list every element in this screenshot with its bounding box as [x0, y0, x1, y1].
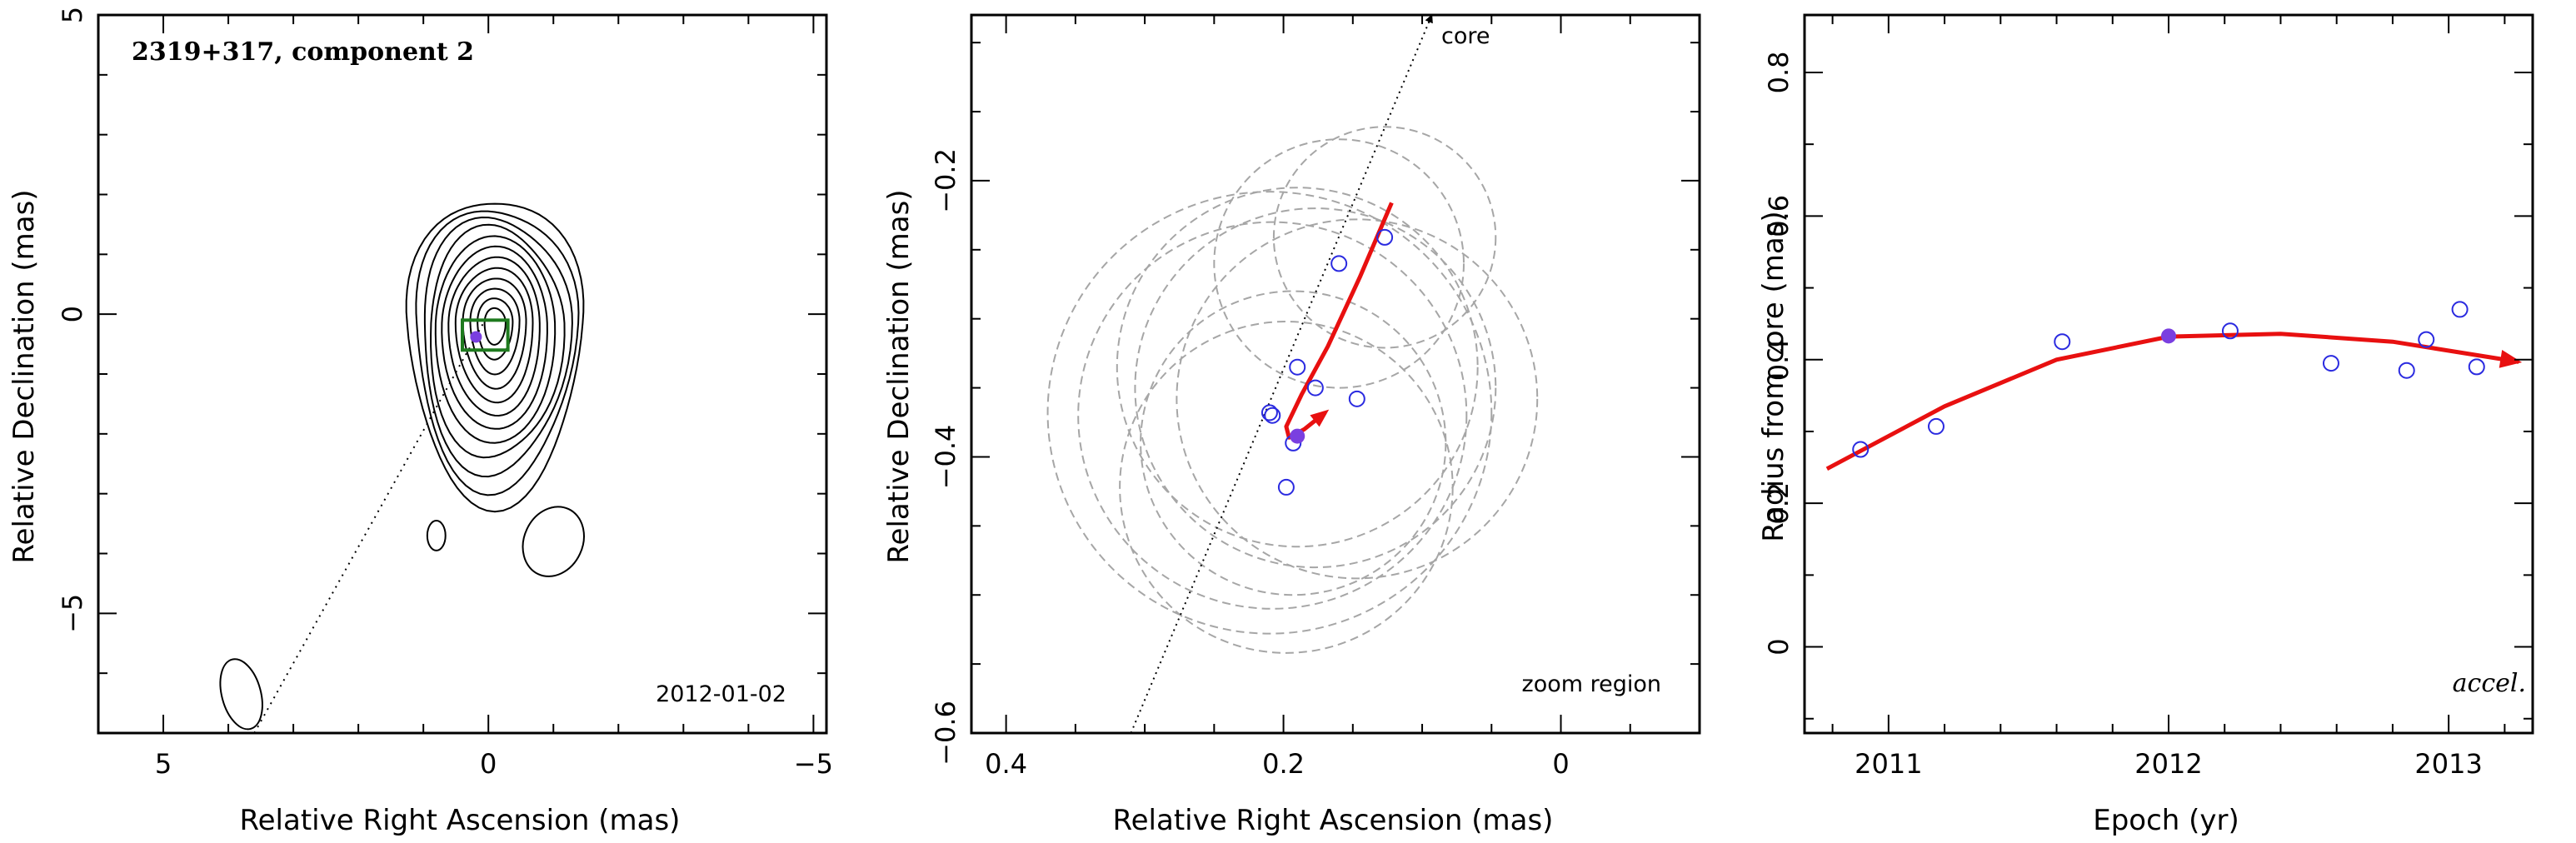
y-tick-label: 5	[57, 7, 88, 23]
jet-direction-line	[253, 313, 490, 734]
zoom-box	[461, 318, 510, 352]
contour-line	[477, 297, 514, 361]
panel2-tick-labels: 0.4 0.2 0 −0.6 −0.4 −0.2	[930, 148, 1570, 780]
contour-line	[483, 307, 507, 346]
y-tick-label: 0.6	[1763, 195, 1795, 237]
panel3-ticks	[1805, 15, 2533, 733]
contour-blob	[426, 519, 447, 551]
data-point	[1277, 478, 1295, 496]
panel2-content	[1046, 14, 1539, 734]
fit-arrowhead	[2499, 350, 2523, 368]
data-point	[1852, 441, 1870, 458]
x-tick-label: 5	[155, 748, 172, 780]
data-point	[2418, 331, 2435, 348]
contour-line	[454, 267, 534, 404]
panel1-frame	[97, 13, 828, 735]
y-tick-label: 0.8	[1763, 52, 1795, 94]
panel3-content	[1825, 301, 2523, 471]
contour-line	[441, 245, 548, 430]
y-tick-label: −5	[57, 594, 88, 633]
panel1-x-axis-label: Relative Right Ascension (mas)	[240, 804, 681, 837]
error-circle	[1119, 321, 1454, 654]
contour-blob	[522, 506, 585, 577]
error-circle	[1272, 126, 1497, 349]
panel3-y-axis-label: Radius from core (mas)	[1757, 211, 1790, 541]
y-tick-label: 0.4	[1763, 338, 1795, 381]
contour-line	[434, 235, 557, 444]
panel2-zoom-note: zoom region	[1522, 671, 1661, 697]
panel2-y-axis-label: Relative Declination (mas)	[882, 189, 916, 563]
panel1-tick-labels: 5 0 −5 5 0 −5	[57, 7, 833, 780]
data-point	[2054, 333, 2071, 351]
x-tick-label: 0	[480, 748, 497, 780]
error-circle	[1077, 221, 1468, 610]
contour-line	[415, 210, 580, 496]
panel1-ticks	[97, 14, 826, 734]
data-point	[1348, 390, 1365, 407]
data-point	[1927, 417, 1944, 435]
panel3-accel-note: accel.	[2453, 669, 2526, 698]
contour-line	[469, 287, 521, 376]
core-direction-arrow	[1130, 14, 1433, 734]
panel2-core-label: core	[1441, 23, 1490, 49]
panel-radius-vs-epoch: 2011 2012 2013 0 0.2 0.4 0.6 0.8 accel. Epoch (…	[1757, 13, 2534, 837]
error-circle	[1213, 138, 1465, 389]
data-point	[1376, 228, 1394, 246]
contour-line	[430, 223, 566, 459]
error-circle	[1134, 207, 1497, 569]
x-tick-label: 2013	[2414, 748, 2482, 780]
x-tick-label: 0.4	[985, 748, 1027, 780]
y-tick-label: −0.6	[930, 701, 961, 766]
x-tick-label: 0	[1552, 748, 1569, 780]
panel-contour-map: 5 0 −5 5 0 −5 2319+317, component 2 2012-01-0…	[7, 7, 833, 837]
error-circle	[1176, 218, 1539, 580]
data-point	[2468, 358, 2485, 376]
x-tick-label: 2012	[2134, 748, 2202, 780]
highlight-point	[1290, 428, 1305, 444]
error-circle	[1140, 290, 1447, 596]
panel1-y-axis-label: Relative Declination (mas)	[7, 189, 41, 563]
data-point	[1289, 358, 1306, 376]
data-point	[1330, 255, 1348, 272]
highlight-point	[2161, 328, 2176, 344]
panel1-content	[219, 202, 585, 734]
fit-curve	[1825, 332, 2519, 471]
y-tick-label: −0.4	[930, 425, 961, 490]
component-marker	[470, 331, 482, 343]
x-tick-label: −5	[794, 748, 833, 780]
panel2-frame	[970, 13, 1701, 735]
data-point	[2451, 301, 2469, 318]
panel3-tick-labels: 2011 2012 2013 0 0.2 0.4 0.6 0.8	[1763, 52, 2483, 780]
data-point	[1261, 404, 1278, 422]
x-tick-label: 2011	[1855, 748, 1922, 780]
contour-line	[447, 256, 541, 417]
panel1-title: 2319+317, component 2	[132, 37, 474, 67]
panel3-frame	[1803, 13, 2534, 735]
x-tick-label: 0.2	[1262, 748, 1305, 780]
fit-arrowhead	[1310, 409, 1330, 427]
data-point	[2322, 355, 2339, 372]
contour-line	[423, 216, 573, 478]
y-tick-label: −0.2	[930, 148, 961, 213]
y-tick-label: 0.2	[1763, 482, 1795, 525]
panel2-x-axis-label: Relative Right Ascension (mas)	[1113, 804, 1554, 837]
error-circle	[1046, 191, 1493, 635]
contour-blob	[219, 658, 263, 731]
y-tick-label: 0	[1763, 638, 1795, 655]
data-point	[2221, 322, 2239, 340]
data-point	[2398, 362, 2415, 379]
data-point	[1306, 379, 1324, 397]
panel3-x-axis-label: Epoch (yr)	[2093, 804, 2239, 837]
panel2-ticks	[971, 15, 1700, 734]
error-circle	[1116, 187, 1479, 548]
panel1-epoch-label: 2012-01-02	[656, 681, 786, 707]
panel-zoom-region: 0.4 0.2 0 −0.6 −0.4 −0.2 core zoom region Rel…	[882, 13, 1701, 837]
y-tick-label: 0	[57, 306, 88, 322]
data-point	[1264, 407, 1281, 424]
contour-line	[405, 202, 585, 513]
